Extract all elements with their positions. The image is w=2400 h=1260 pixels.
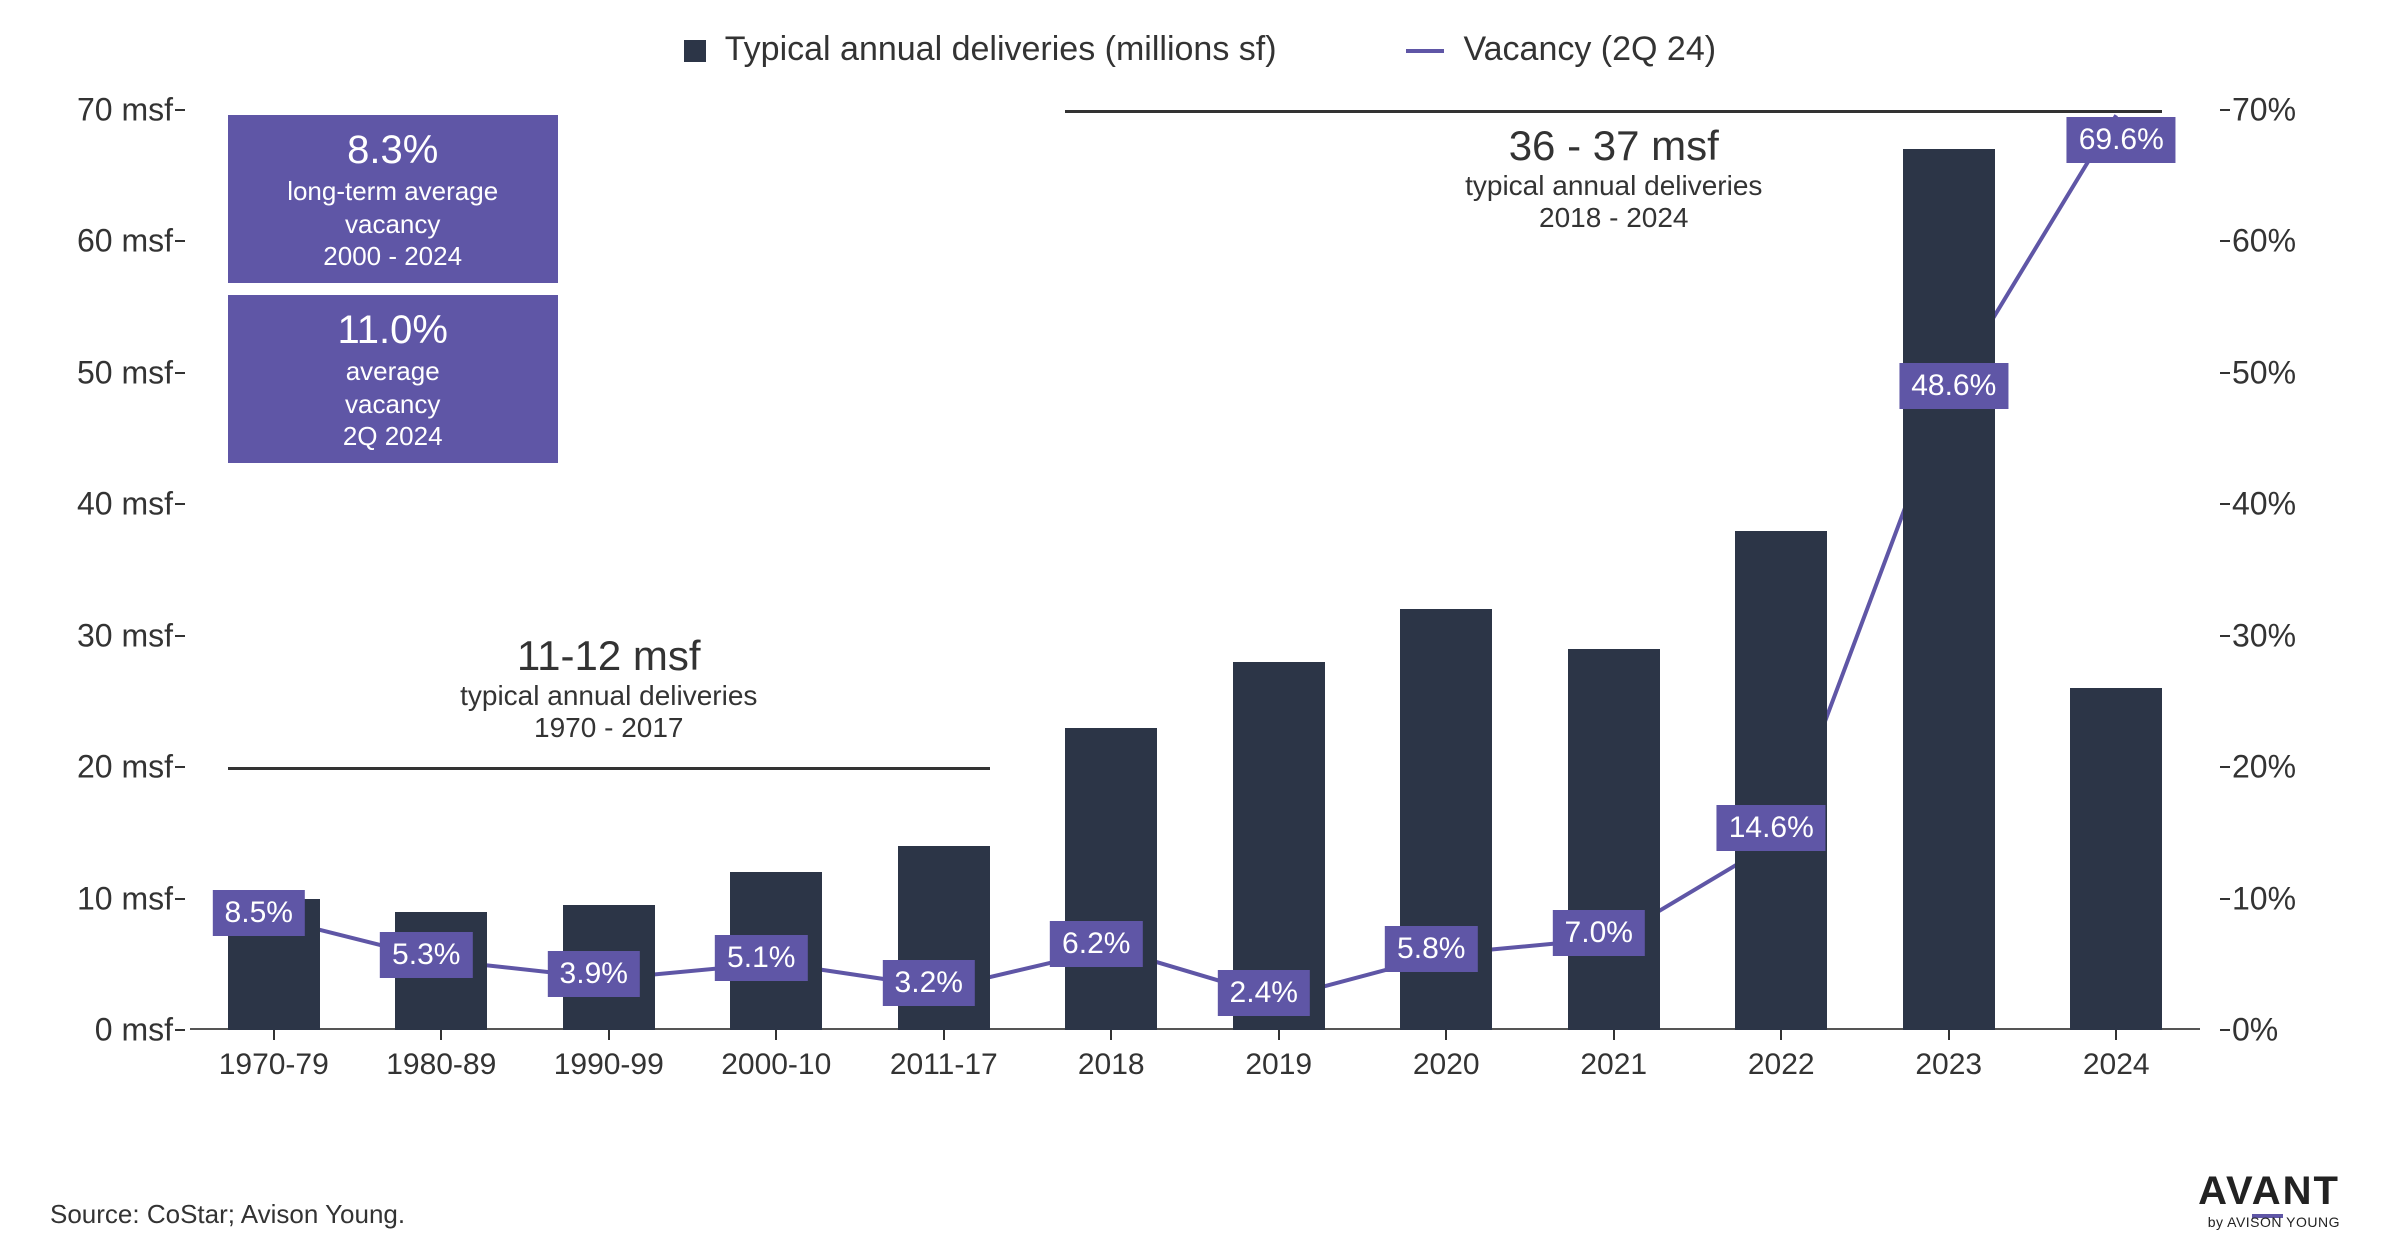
x-tick-label: 2020 <box>1413 1048 1480 1082</box>
bar <box>1735 531 1827 1030</box>
range-label-small: typical annual deliveries <box>1465 170 1762 202</box>
vacancy-data-label: 7.0% <box>1553 910 1645 956</box>
range-label-small: 1970 - 2017 <box>460 712 757 744</box>
plot-area: 8.5% 5.3% 3.9% 5.1% 3.2% 6.2% 2.4% 5.8% 7.0% 14.6… <box>190 110 2200 1030</box>
x-tick-label: 2000-10 <box>721 1048 831 1082</box>
range-label-small: 2018 - 2024 <box>1465 202 1762 234</box>
range-label-big: 36 - 37 msf <box>1465 122 1762 170</box>
x-tick-label: 2011-17 <box>890 1048 998 1082</box>
callout-box: 11.0%averagevacancy2Q 2024 <box>228 295 558 463</box>
callout-line: long-term average <box>246 175 540 208</box>
vacancy-data-label: 5.1% <box>715 935 807 981</box>
callout-line: vacancy <box>246 388 540 421</box>
range-label: 36 - 37 msftypical annual deliveries2018… <box>1465 122 1762 234</box>
y-left-tick: 50 msf <box>77 354 173 391</box>
bar <box>1065 728 1157 1030</box>
brand-byline: by AVISON YOUNG <box>2198 1214 2340 1230</box>
y-right-tick: 50% <box>2232 354 2296 391</box>
y-left-tick: 0 msf <box>95 1012 173 1049</box>
bar <box>1903 149 1995 1030</box>
x-tick-label: 1970-79 <box>219 1048 329 1082</box>
legend-bar-swatch <box>684 40 706 62</box>
legend-line-label: Vacancy (2Q 24) <box>1463 30 1716 68</box>
range-label: 11-12 msftypical annual deliveries1970 -… <box>460 632 757 744</box>
callout-line: average <box>246 355 540 388</box>
bar <box>2070 688 2162 1030</box>
y-right-tick: 70% <box>2232 92 2296 129</box>
vacancy-data-label: 14.6% <box>1717 805 1826 851</box>
y-right-tick: 0% <box>2232 1012 2278 1049</box>
y-left-tick: 40 msf <box>77 486 173 523</box>
legend-line-item: Vacancy (2Q 24) <box>1406 30 1716 69</box>
vacancy-data-label: 8.5% <box>213 890 305 936</box>
bar <box>1568 649 1660 1030</box>
legend-bar-label: Typical annual deliveries (millions sf) <box>725 30 1277 68</box>
x-tick-label: 2022 <box>1748 1048 1815 1082</box>
y-left-tick: 70 msf <box>77 92 173 129</box>
legend-bar-item: Typical annual deliveries (millions sf) <box>684 30 1277 69</box>
y-right-tick: 10% <box>2232 880 2296 917</box>
callout-line: 2Q 2024 <box>246 420 540 453</box>
vacancy-data-label: 5.8% <box>1385 926 1477 972</box>
x-tick-label: 2018 <box>1078 1048 1145 1082</box>
range-line <box>228 767 990 770</box>
callout-headline: 8.3% <box>246 125 540 175</box>
vacancy-data-label: 6.2% <box>1050 921 1142 967</box>
range-label-big: 11-12 msf <box>460 632 757 680</box>
source-text: Source: CoStar; Avison Young. <box>50 1199 405 1230</box>
vacancy-data-label: 5.3% <box>380 932 472 978</box>
legend-line-swatch <box>1406 49 1444 53</box>
x-tick-label: 2024 <box>2083 1048 2150 1082</box>
range-label-small: typical annual deliveries <box>460 680 757 712</box>
callout-headline: 11.0% <box>246 305 540 355</box>
x-tick-label: 1980-89 <box>386 1048 496 1082</box>
y-axis-left: 0 msf10 msf20 msf30 msf40 msf50 msf60 ms… <box>50 110 185 1030</box>
x-axis: 1970-79 1980-89 1990-99 2000-10 2011-17 2018 2… <box>190 1030 2200 1090</box>
vacancy-data-label: 3.9% <box>548 951 640 997</box>
y-left-tick: 10 msf <box>77 880 173 917</box>
vacancy-data-label: 2.4% <box>1218 970 1310 1016</box>
callout-line: vacancy <box>246 208 540 241</box>
x-tick-label: 1990-99 <box>554 1048 664 1082</box>
range-line <box>1065 110 2162 113</box>
y-right-tick: 40% <box>2232 486 2296 523</box>
callout-line: 2000 - 2024 <box>246 240 540 273</box>
x-tick-label: 2023 <box>1915 1048 1982 1082</box>
x-tick-label: 2019 <box>1245 1048 1312 1082</box>
y-left-tick: 60 msf <box>77 223 173 260</box>
y-axis-right: 0%10%20%30%40%50%60%70% <box>2220 110 2350 1030</box>
y-right-tick: 30% <box>2232 617 2296 654</box>
vacancy-data-label: 3.2% <box>883 960 975 1006</box>
vacancy-data-label: 48.6% <box>1899 363 2008 409</box>
callout-box: 8.3%long-term averagevacancy2000 - 2024 <box>228 115 558 283</box>
vacancy-data-label: 69.6% <box>2067 117 2176 163</box>
legend: Typical annual deliveries (millions sf) … <box>50 30 2350 69</box>
y-right-tick: 20% <box>2232 749 2296 786</box>
y-left-tick: 30 msf <box>77 617 173 654</box>
x-tick-label: 2021 <box>1580 1048 1647 1082</box>
brand-avant: AVANT <box>2198 1169 2340 1214</box>
chart-container: Typical annual deliveries (millions sf) … <box>50 30 2350 1150</box>
y-right-tick: 60% <box>2232 223 2296 260</box>
brand-logo: AVANT by AVISON YOUNG <box>2198 1169 2340 1230</box>
y-left-tick: 20 msf <box>77 749 173 786</box>
